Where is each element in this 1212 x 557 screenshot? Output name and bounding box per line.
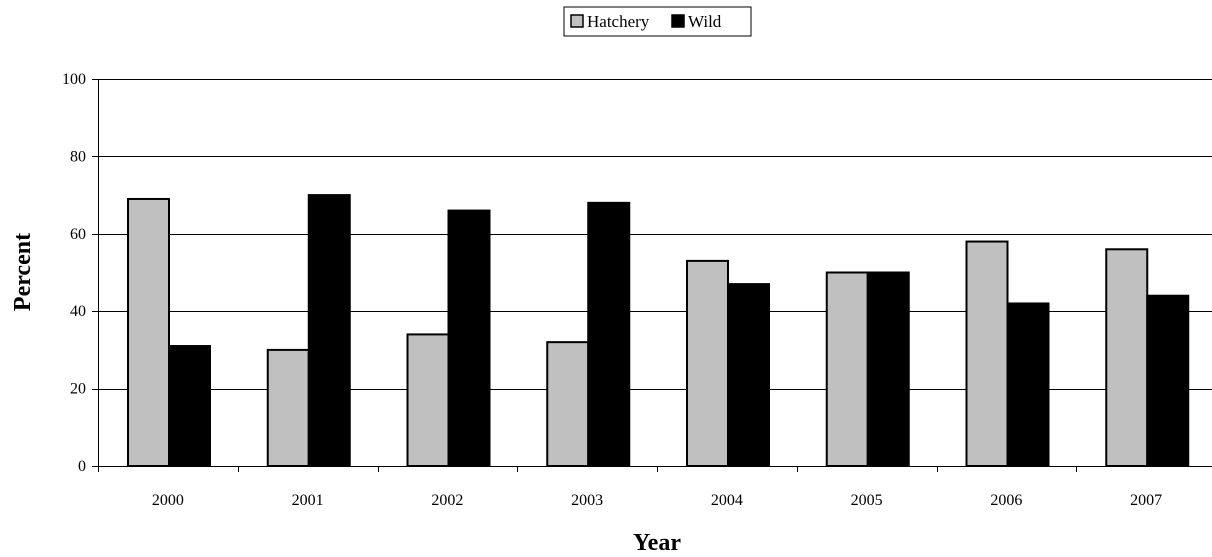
x-tick-label-2001: 2001	[292, 492, 324, 509]
x-tick-label-2007: 2007	[1130, 492, 1162, 509]
legend-label-wild: Wild	[688, 12, 722, 31]
y-tick-label-60: 60	[70, 226, 86, 243]
bar-hatchery-2003	[546, 341, 590, 467]
bar-hatchery-2005	[825, 271, 869, 467]
y-tick-label-0: 0	[78, 458, 86, 475]
bars	[127, 194, 1190, 468]
y-tick-label-100: 100	[62, 71, 86, 88]
x-tick-label-2002: 2002	[431, 492, 463, 509]
x-tick-labels: 2000 2001 2002 2003 2004 2005 2006 2007	[152, 492, 1162, 509]
legend: Hatchery Wild	[563, 6, 752, 37]
x-tick-label-2000: 2000	[152, 492, 184, 509]
bar-wild-2007	[1146, 294, 1190, 467]
legend-box	[563, 6, 752, 37]
bar-wild-2004	[727, 283, 770, 467]
y-tick-label-20: 20	[70, 381, 86, 398]
y-axis-title: Percent	[10, 233, 36, 311]
y-tick-label-40: 40	[70, 303, 86, 320]
bar-hatchery-2007	[1105, 248, 1149, 467]
bar-hatchery-2000	[127, 197, 170, 467]
bar-wild-2000	[168, 345, 211, 467]
legend-swatch-hatchery	[570, 14, 584, 28]
y-tick-label-80: 80	[70, 148, 86, 165]
bar-hatchery-2001	[266, 348, 310, 467]
bar-wild-2003	[587, 201, 631, 467]
x-tick-label-2005: 2005	[851, 492, 883, 509]
bar-wild-2001	[307, 194, 351, 467]
bar-hatchery-2006	[965, 240, 1009, 467]
y-tick-labels: 0 20 40 60 80 100	[62, 71, 86, 475]
bar-hatchery-2002	[406, 333, 450, 468]
bar-wild-2005	[866, 271, 910, 467]
axes	[92, 79, 1212, 472]
legend-label-hatchery: Hatchery	[587, 12, 650, 31]
bar-wild-2002	[447, 209, 491, 467]
bar-hatchery-2004	[686, 259, 729, 468]
bar-wild-2006	[1006, 302, 1050, 467]
x-tick-label-2004: 2004	[711, 492, 743, 509]
x-tick-label-2006: 2006	[990, 492, 1022, 509]
legend-swatch-wild	[671, 14, 685, 28]
x-axis-title: Year	[633, 530, 681, 556]
x-tick-label-2003: 2003	[571, 492, 603, 509]
